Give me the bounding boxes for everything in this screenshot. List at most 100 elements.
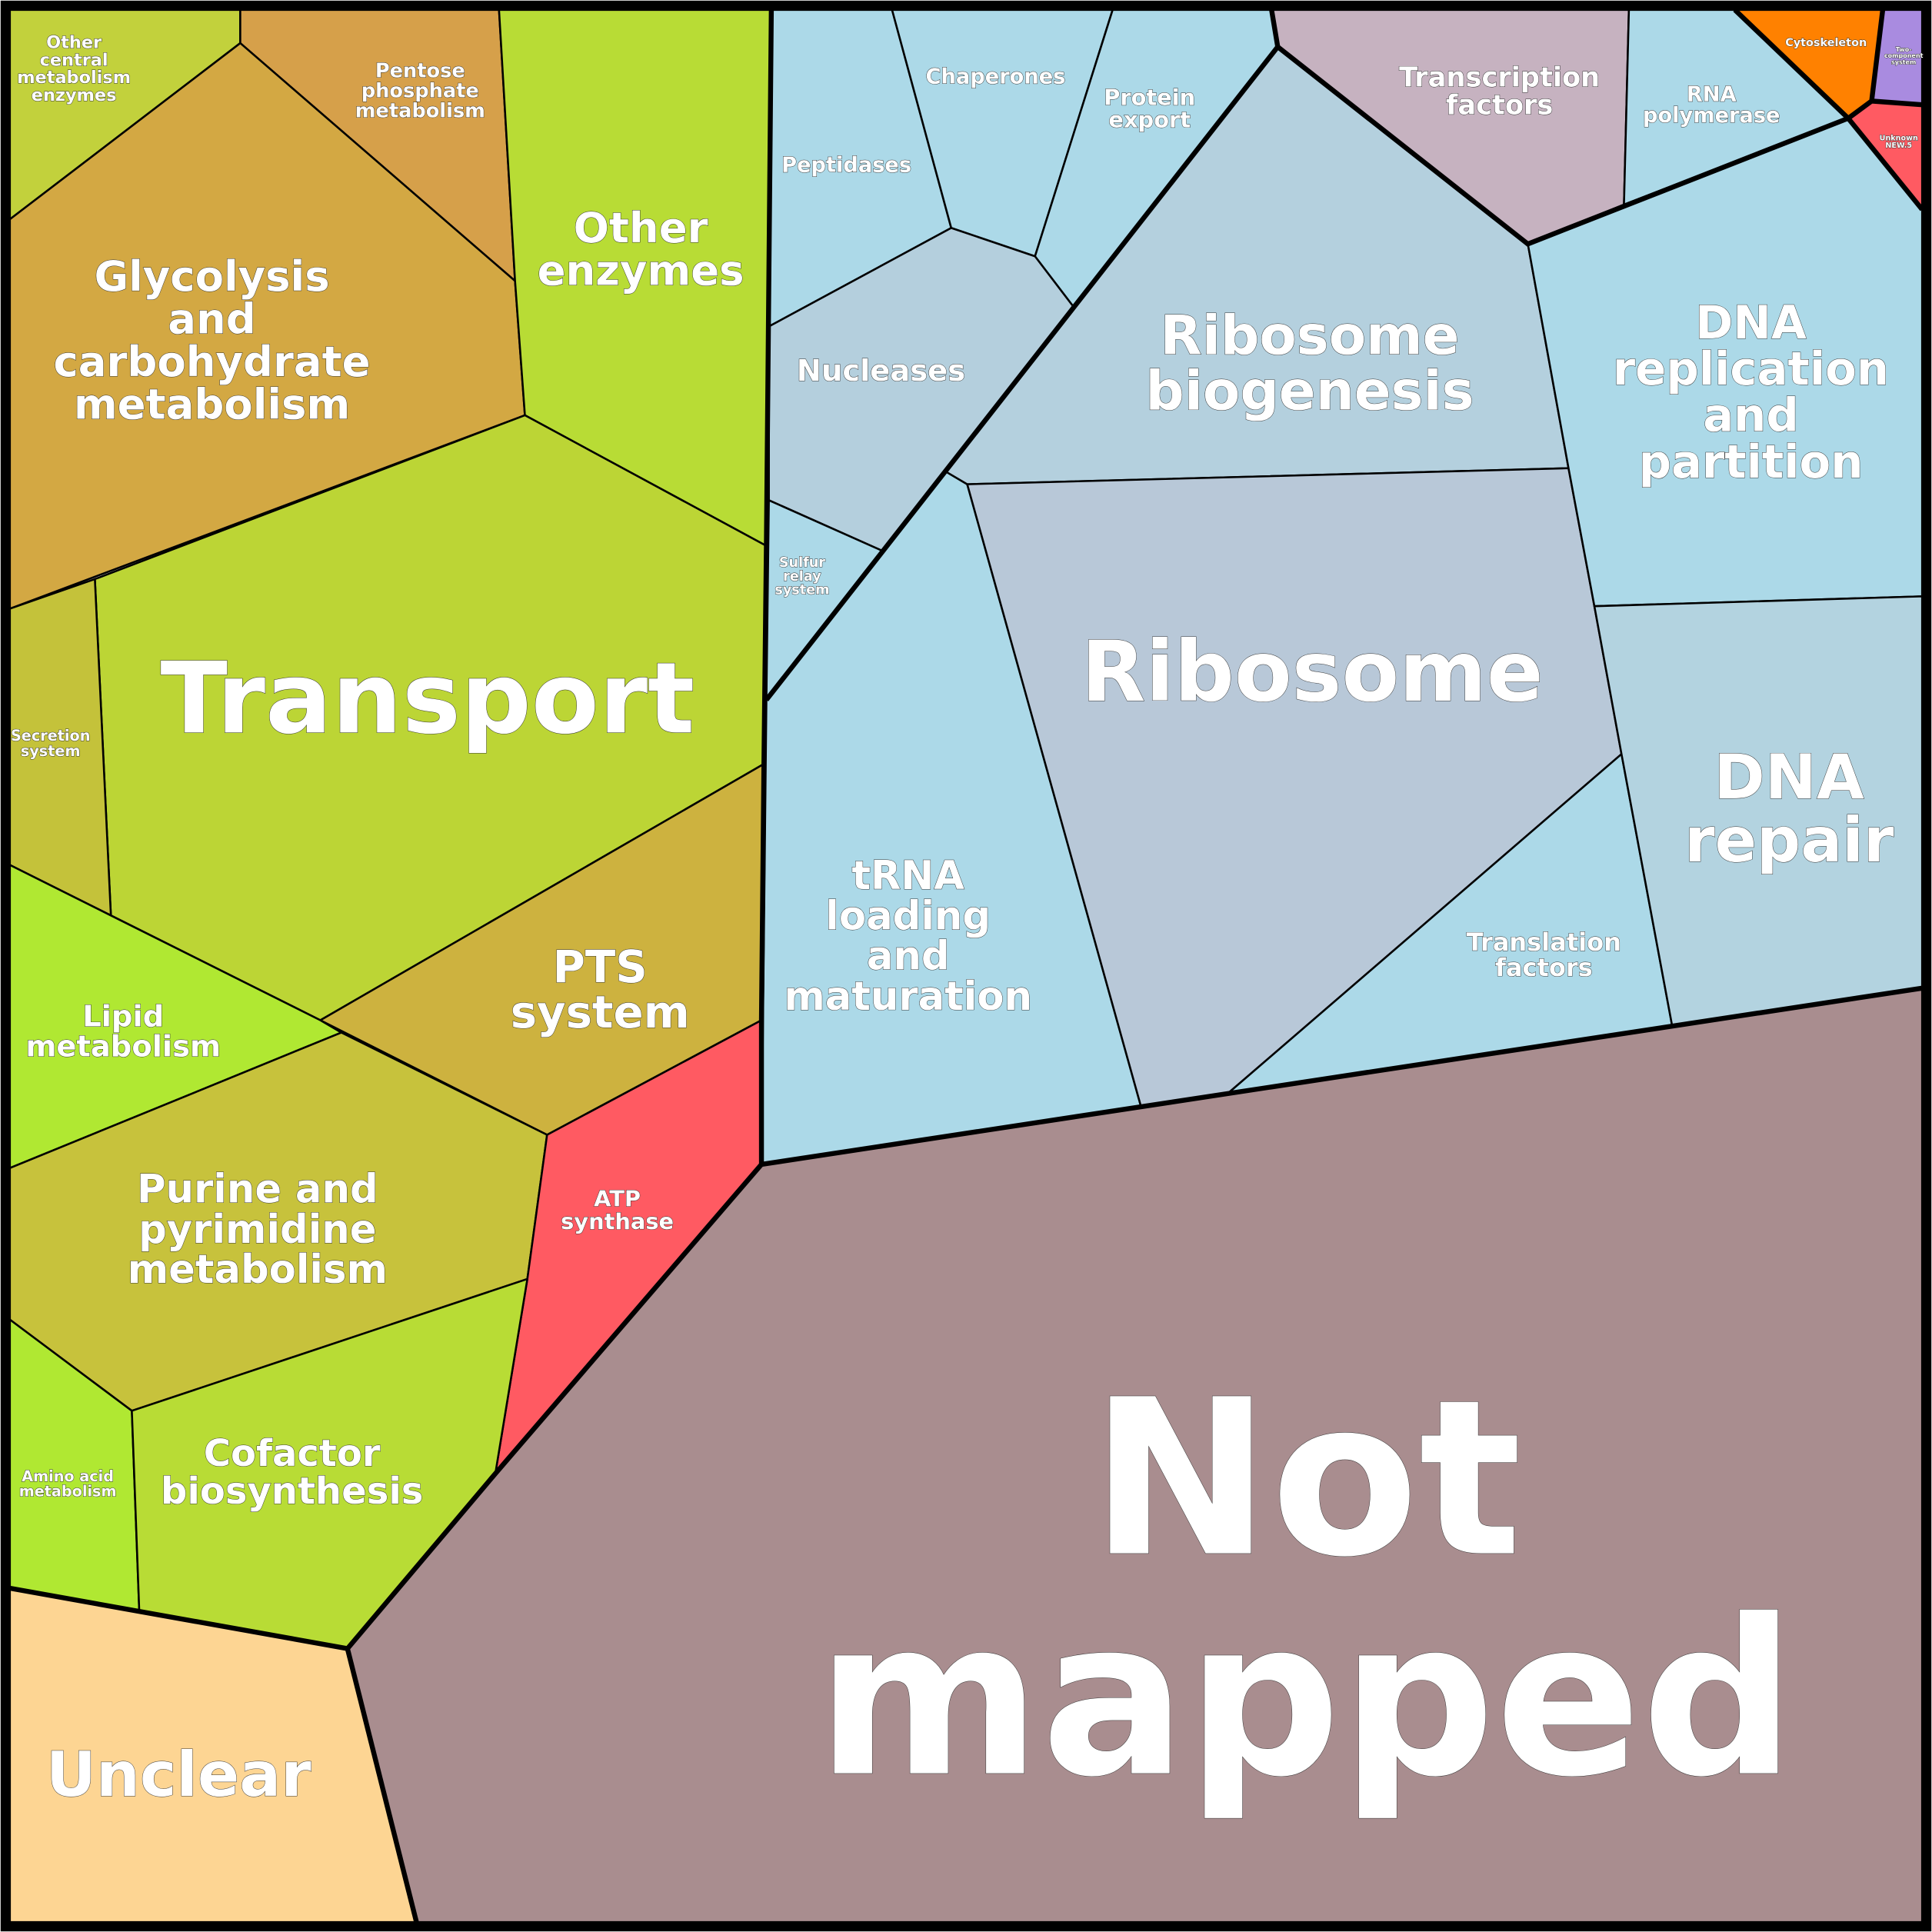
label-line: Not [1091, 1354, 1522, 1605]
label-line: biosynthesis [161, 1470, 423, 1513]
cell-label: Ribosome [1081, 623, 1544, 721]
label-line: Lipid [82, 999, 164, 1034]
label-line: synthase [561, 1208, 674, 1234]
label-line: system [511, 986, 690, 1038]
cell-label: Glycolysis and carbohydrate metabolism [54, 251, 371, 429]
cell [8, 864, 343, 1170]
label-line: Ribosome [1081, 623, 1544, 721]
cell-label: Transport [161, 641, 695, 756]
label-line: export [1108, 107, 1191, 133]
label-line: relay [783, 569, 821, 585]
label-line: Glycolysis [94, 251, 329, 301]
label-line: factors [1495, 953, 1593, 982]
label-line: enzymes [32, 85, 117, 105]
cell-label: Unclear [46, 1738, 311, 1810]
label-line: loading [825, 893, 991, 939]
label-line: Amino acid [22, 1467, 114, 1485]
label-line: metabolism [355, 100, 485, 123]
group-border [9, 9, 774, 1652]
cell-label: PTS system [511, 941, 690, 1038]
label-line: Unclear [46, 1738, 311, 1810]
label-line: Other [46, 32, 102, 52]
group-border [345, 1647, 419, 1923]
group-border [1276, 45, 1924, 247]
label-line: carbohydrate [54, 337, 371, 386]
label-line: and [1703, 388, 1799, 441]
label-line: Transport [161, 641, 695, 756]
group-borders [9, 8, 1924, 1923]
label-line: Secretion [11, 727, 90, 744]
label-line: Sulfur [779, 555, 825, 571]
group-border [1871, 98, 1923, 108]
label-line: Pentose [375, 59, 465, 82]
label-line: Two- [1896, 45, 1912, 52]
cell-label: Ribosome biogenesis [1145, 305, 1474, 423]
cell-label: Nucleases [797, 354, 965, 388]
label-line: PTS [553, 941, 648, 993]
label-line: Purine and [137, 1167, 378, 1213]
label-line: RNA [1687, 82, 1737, 106]
cell-label: DNA replication and partition [1613, 295, 1889, 488]
label-line: DNA [1714, 741, 1864, 813]
label-line: Chaperones [926, 65, 1066, 88]
cells [8, 8, 1924, 1924]
cell-label: Chaperones [926, 65, 1066, 88]
label-line: metabolism [17, 68, 131, 88]
label-line: and [168, 294, 256, 343]
label-line: system [21, 741, 81, 759]
cell-label: Peptidases [781, 153, 911, 177]
label-line: pyrimidine [138, 1207, 376, 1253]
cell-label: Other enzymes [538, 203, 744, 295]
label-line: maturation [784, 974, 1032, 1020]
cell-label: Lipid metabolism [25, 999, 221, 1064]
cell-label: Cofactor biosynthesis [161, 1432, 423, 1513]
label-line: Peptidases [781, 153, 911, 177]
label-line: Other [574, 203, 708, 252]
label-line: replication [1613, 342, 1889, 395]
cell-label: Secretion system [11, 727, 90, 760]
cell-label: Pentose phosphate metabolism [355, 59, 485, 122]
labels: Other central metabolism enzymes Pentose pho… [10, 32, 1924, 1825]
cell-label: RNA polymerase [1643, 82, 1780, 128]
cell-label: tRNA loading and maturation [784, 853, 1032, 1020]
label-line: component [1884, 52, 1924, 59]
label-line: enzymes [538, 245, 744, 295]
label-line: Ribosome [1161, 305, 1460, 368]
label-line: repair [1684, 804, 1894, 875]
cell-label: Cytoskeleton [1785, 37, 1867, 49]
label-line: factors [1446, 89, 1553, 121]
cell-label: Protein export [1104, 84, 1195, 132]
label-line: Nucleases [797, 354, 965, 388]
label-line: phosphate [361, 80, 479, 103]
label-line: Unknown [1880, 134, 1918, 142]
label-line: metabolism [25, 1029, 221, 1064]
label-line: DNA [1695, 295, 1807, 348]
cell-label: Translation factors [1467, 928, 1621, 982]
cell-label: Not mapped [816, 1354, 1795, 1825]
cell-label: Purine and pyrimidine metabolism [128, 1167, 388, 1294]
label-line: NEW.5 [1885, 142, 1912, 150]
label-line: Transcription [1399, 62, 1600, 93]
label-line: Cytoskeleton [1785, 37, 1867, 49]
label-line: system [774, 583, 829, 598]
group-border [761, 985, 1923, 1168]
label-line: polymerase [1643, 104, 1780, 128]
label-line: and [867, 934, 950, 980]
label-line: Cofactor [204, 1432, 381, 1475]
label-line: ATP [594, 1185, 641, 1211]
label-line: central [40, 50, 108, 70]
label-line: tRNA [851, 853, 964, 899]
cell-label: Other central metabolism enzymes [17, 32, 131, 105]
label-line: Translation [1467, 928, 1621, 957]
cell-label: DNA repair [1684, 741, 1894, 876]
cell-label: Unknown NEW.5 [1880, 134, 1918, 150]
label-line: metabolism [128, 1247, 388, 1293]
label-line: mapped [816, 1574, 1795, 1825]
cell-label: ATP synthase [561, 1185, 674, 1234]
label-line: partition [1639, 435, 1864, 488]
label-line: metabolism [74, 380, 350, 429]
group-border [1733, 8, 1886, 122]
cell-label: Sulfur relay system [774, 555, 829, 598]
